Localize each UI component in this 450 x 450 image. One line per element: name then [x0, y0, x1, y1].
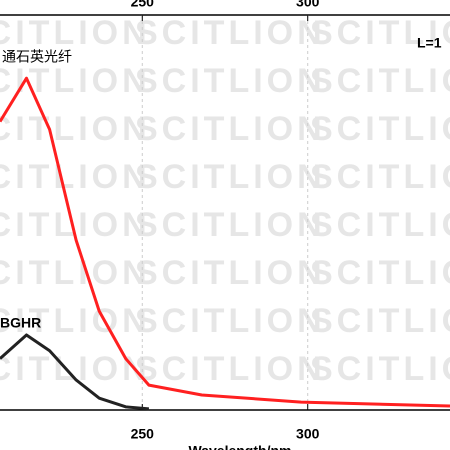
watermark: SCITLION — [310, 302, 450, 340]
watermark: SCITLION — [0, 62, 151, 100]
watermark: SCITLION — [0, 254, 151, 292]
watermark: SCITLION — [310, 158, 450, 196]
watermark: SCITLION — [310, 254, 450, 292]
line-series — [0, 76, 450, 408]
watermark: SCITLION — [135, 206, 326, 244]
watermark: SCITLION — [310, 110, 450, 148]
watermark-layer: SCITLIONSCITLIONSCITLIONSCITLIONSCITLION… — [0, 14, 450, 388]
series-label: 通石英光纤 — [2, 49, 72, 65]
watermark: SCITLION — [135, 14, 326, 52]
watermark: SCITLION — [0, 110, 151, 148]
x-tick-label-top: 300 — [296, 0, 320, 10]
watermark: SCITLION — [0, 302, 151, 340]
line-series — [0, 333, 150, 411]
watermark: SCITLION — [0, 350, 151, 388]
x-tick-label: 300 — [296, 426, 320, 442]
watermark: SCITLION — [310, 62, 450, 100]
watermark: SCITLION — [310, 14, 450, 52]
watermark: SCITLION — [0, 158, 151, 196]
watermark: SCITLION — [135, 110, 326, 148]
watermark: SCITLION — [135, 62, 326, 100]
x-tick-label: 250 — [131, 426, 155, 442]
watermark: SCITLION — [135, 302, 326, 340]
x-tick-label-top: 250 — [131, 0, 155, 10]
annotation: L=1 — [417, 35, 442, 51]
watermark: SCITLION — [135, 350, 326, 388]
watermark: SCITLION — [135, 158, 326, 196]
watermark: SCITLION — [0, 14, 151, 52]
series-label: BGHR — [0, 315, 41, 331]
watermark: SCITLION — [310, 350, 450, 388]
x-axis-label: Wavelength/nm — [189, 443, 292, 450]
watermark: SCITLION — [135, 254, 326, 292]
watermark: SCITLION — [310, 206, 450, 244]
